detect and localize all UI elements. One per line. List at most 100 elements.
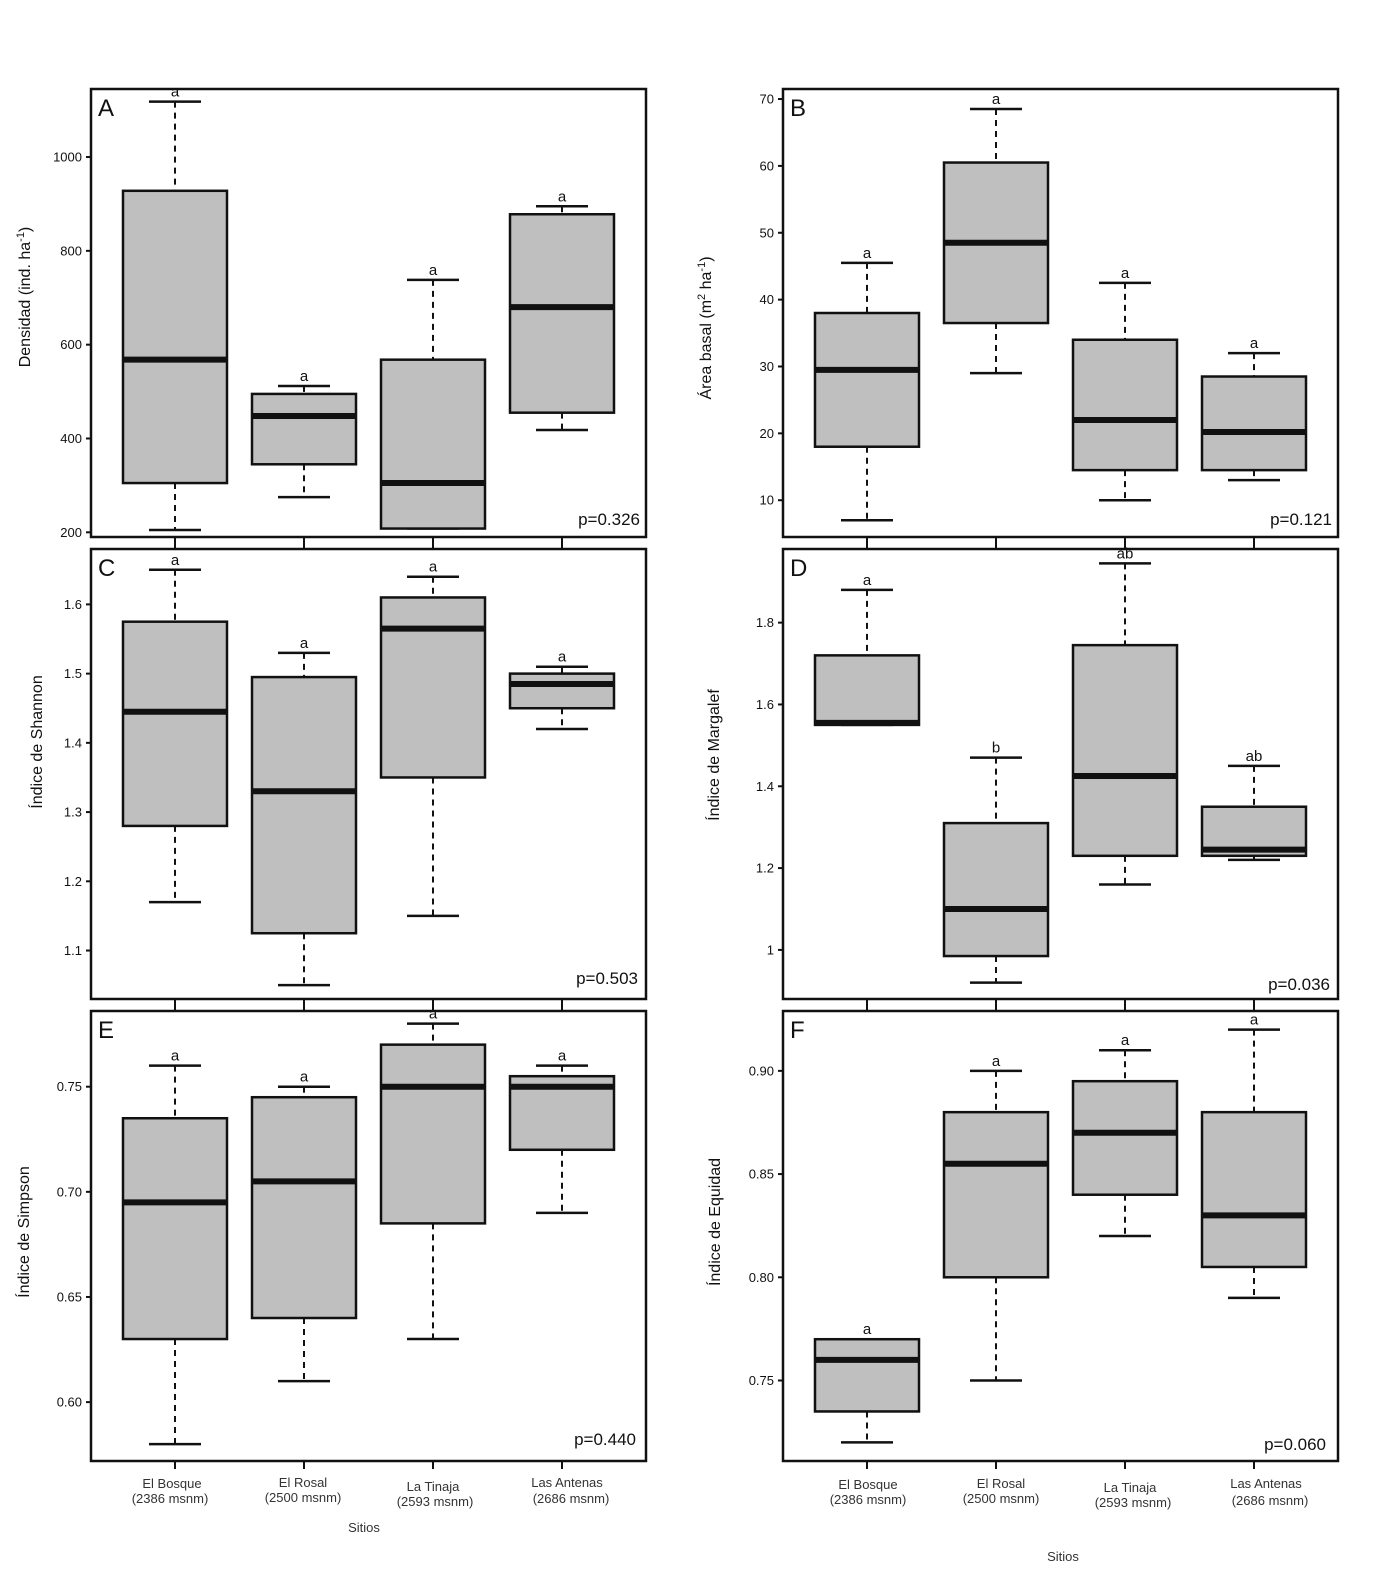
- panel-a-ytick-label: 1000: [53, 150, 82, 165]
- panel-a-ylabel: Densidad (ind. ha-1): [15, 227, 34, 368]
- panel-b-group-letter: a: [992, 91, 1001, 108]
- panel-e-box: [121, 1116, 229, 1341]
- panel-f-group-letter: a: [992, 1053, 1001, 1070]
- panel-d-ytick-label: 1.8: [756, 615, 774, 630]
- panel-d-ytick-label: 1.4: [756, 779, 774, 794]
- panel-c-box: [508, 672, 616, 710]
- panel-c-label: C: [98, 555, 115, 582]
- panel-c-ytick-label: 1.5: [64, 666, 82, 681]
- panel-a-box: [250, 392, 358, 466]
- panel-f-ylabel: Índice de Equidad: [705, 1158, 724, 1286]
- x-alt-las-antenas-right: (2686 msnm): [1232, 1493, 1309, 1508]
- panel-d-box: [1071, 643, 1179, 858]
- panel-a-ytick-label: 400: [60, 431, 82, 446]
- panel-b-group-letter: a: [1121, 265, 1130, 282]
- panel-c-pvalue: p=0.503: [576, 969, 638, 988]
- panel-a-frame: [89, 87, 648, 539]
- panel-c-group-letter: a: [429, 559, 438, 576]
- panel-f-box: [813, 1337, 921, 1413]
- panel-f-box: [1071, 1079, 1179, 1196]
- panel-b-group-letter: a: [1250, 335, 1259, 352]
- panel-c-ylabel: Índice de Shannon: [27, 675, 46, 808]
- panel-e-ytick-label: 0.75: [57, 1079, 82, 1094]
- panel-c-ytick-label: 1.2: [64, 874, 82, 889]
- panel-e-group-letter: a: [300, 1069, 309, 1086]
- panel-b-label: B: [790, 95, 806, 122]
- panel-b-ytick-label: 40: [760, 292, 774, 307]
- panel-f-group-letter: a: [1121, 1032, 1130, 1049]
- panel-b-box: [813, 311, 921, 448]
- panel-a-ytick-label: 600: [60, 337, 82, 352]
- x-alt-las-antenas-left: (2686 msnm): [533, 1491, 610, 1506]
- panel-b-ytick-label: 70: [760, 92, 774, 107]
- x-axis-title-left: Sitios: [348, 1520, 380, 1535]
- panel-b-ytick-label: 60: [760, 158, 774, 173]
- panel-c-group-letter: a: [558, 649, 567, 666]
- panel-e-ytick-label: 0.60: [57, 1395, 82, 1410]
- panel-d-group-letter: a: [863, 572, 872, 589]
- x-alt-el-rosal-right: (2500 msnm): [963, 1491, 1040, 1506]
- panel-f-ytick-label: 0.90: [749, 1063, 774, 1078]
- x-label-el-bosque-left: El Bosque: [142, 1476, 201, 1491]
- panel-e-ytick-label: 0.70: [57, 1184, 82, 1199]
- panel-d-group-letter: ab: [1117, 545, 1134, 562]
- panel-c-frame: [89, 547, 648, 1001]
- panel-b-ytick-label: 20: [760, 426, 774, 441]
- x-label-las-antenas-left: Las Antenas: [531, 1475, 603, 1490]
- panel-f-group-letter: a: [1250, 1012, 1259, 1029]
- panel-d-label: D: [790, 555, 807, 582]
- panel-a-ytick-label: 200: [60, 525, 82, 540]
- panel-b-ytick-label: 10: [760, 493, 774, 508]
- panel-f-ytick-label: 0.80: [749, 1270, 774, 1285]
- panel-b-ytick-label: 50: [760, 225, 774, 240]
- panel-c-box: [250, 675, 358, 935]
- panel-d-ytick-label: 1: [767, 942, 774, 957]
- panel-a-group-letter: a: [300, 368, 309, 385]
- panel-e-label: E: [98, 1017, 114, 1044]
- x-label-el-rosal-left: El Rosal: [279, 1475, 328, 1490]
- panel-f-ytick-label: 0.75: [749, 1373, 774, 1388]
- panel-c-box: [379, 596, 487, 779]
- panel-a-group-letter: a: [171, 84, 180, 101]
- panel-e-group-letter: a: [171, 1048, 180, 1065]
- x-alt-el-rosal-left: (2500 msnm): [265, 1490, 342, 1505]
- panel-e-box: [379, 1043, 487, 1225]
- x-label-el-rosal-right: El Rosal: [977, 1476, 1026, 1491]
- panel-b-pvalue: p=0.121: [1270, 510, 1332, 529]
- panel-e-frame: [89, 1009, 648, 1463]
- panel-c-ytick-label: 1.6: [64, 597, 82, 612]
- x-alt-el-bosque-left: (2386 msnm): [132, 1491, 209, 1506]
- panel-f-group-letter: a: [863, 1321, 872, 1338]
- panel-e-group-letter: a: [558, 1048, 567, 1065]
- panel-a-group-letter: a: [429, 262, 438, 279]
- x-label-la-tinaja-left: La Tinaja: [407, 1479, 461, 1494]
- panel-e-ytick-label: 0.65: [57, 1289, 82, 1304]
- panel-c-ytick-label: 1.1: [64, 943, 82, 958]
- chart-marks: 200 400 600 800 1000 a a a a 10 20 30 40 50 60 70 a a a a 1.…: [53, 84, 1308, 1469]
- panel-d-box: [813, 654, 921, 727]
- panel-d-box: [942, 821, 1050, 958]
- panel-f-box: [942, 1110, 1050, 1279]
- panel-a-ytick-label: 800: [60, 243, 82, 258]
- panel-c-ytick-label: 1.4: [64, 735, 82, 750]
- panel-a-pvalue: p=0.326: [578, 510, 640, 529]
- panel-a-box: [121, 189, 229, 485]
- panel-f-ytick-label: 0.85: [749, 1167, 774, 1182]
- panel-b-group-letter: a: [863, 245, 872, 262]
- panel-d-ytick-label: 1.6: [756, 697, 774, 712]
- panel-f-label: F: [790, 1017, 805, 1044]
- panel-d-ylabel: Índice de Margalef: [704, 689, 723, 821]
- panel-f-box: [1200, 1110, 1308, 1269]
- panel-c-group-letter: a: [300, 635, 309, 652]
- panel-d-pvalue: p=0.036: [1268, 975, 1330, 994]
- panel-c-group-letter: a: [171, 552, 180, 569]
- panel-d-group-letter: ab: [1246, 748, 1263, 765]
- x-alt-el-bosque-right: (2386 msnm): [830, 1492, 907, 1507]
- panel-e-ylabel: Índice de Simpson: [14, 1166, 33, 1298]
- panel-d-ytick-label: 1.2: [756, 861, 774, 876]
- panel-a-label: A: [98, 95, 114, 122]
- panel-e-pvalue: p=0.440: [574, 1430, 636, 1449]
- panel-d-group-letter: b: [992, 740, 1000, 757]
- panel-f-frame: [781, 1009, 1340, 1463]
